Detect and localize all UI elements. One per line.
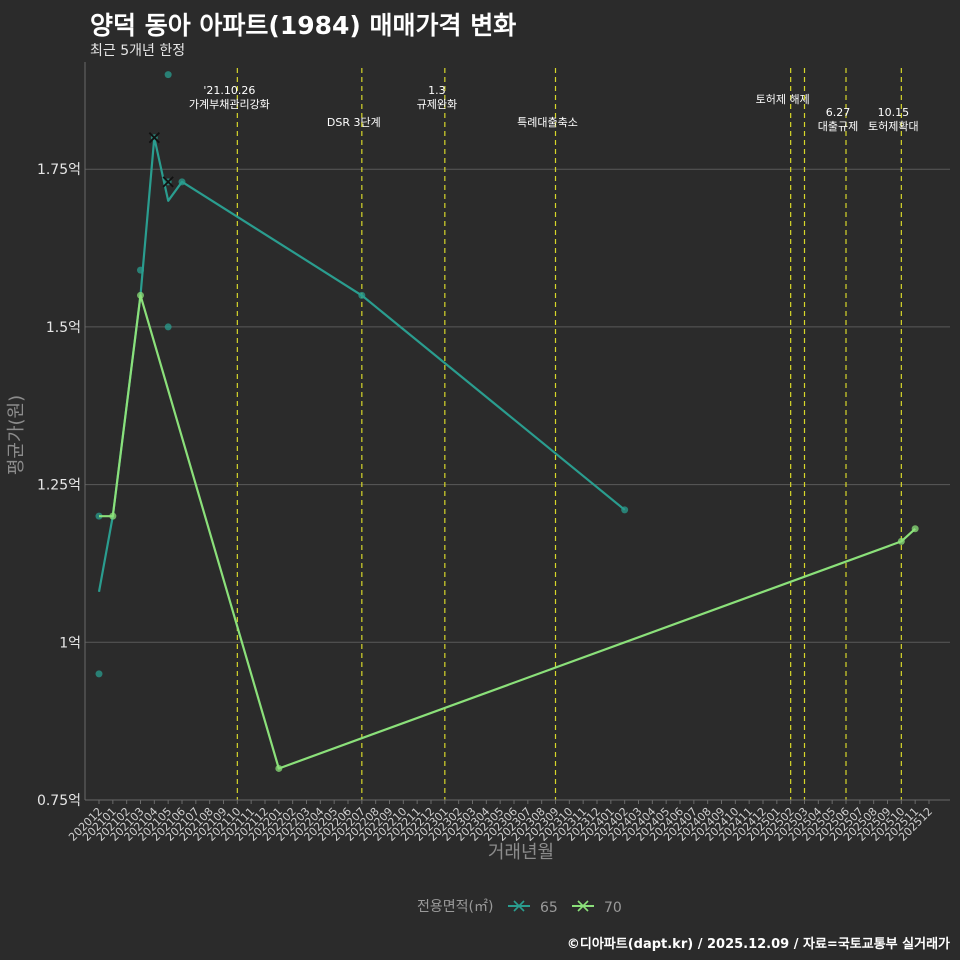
legend-cross-icon (513, 900, 525, 912)
cross-marker (162, 176, 174, 188)
legend: 전용면적(㎡) 65 70 (417, 899, 622, 916)
event-label: '21.10.26 (203, 84, 255, 97)
chart-subtitle: 최근 5개년 한정 (90, 43, 186, 59)
data-series (95, 71, 919, 772)
data-point (911, 525, 919, 533)
data-point (109, 512, 117, 520)
event-label: DSR 3단계 (327, 116, 381, 129)
legend-item-65: 65 (508, 900, 558, 916)
data-point (137, 291, 144, 299)
event-label: 가계부채관리강화 (189, 98, 270, 111)
x-axis-title: 거래년월 (488, 842, 554, 863)
chart-title: 양덕 동아 아파트(1984) 매매가격 변화 (90, 11, 517, 40)
y-tick-label: 1.75억 (37, 162, 81, 178)
series-70 (99, 291, 919, 772)
data-point (164, 323, 172, 331)
grid-lines (85, 168, 950, 801)
y-tick-label: 0.75억 (37, 793, 81, 809)
data-point (275, 764, 283, 772)
data-point (95, 670, 103, 678)
event-label: 토허제 해제 (756, 92, 810, 106)
y-axis-title: 평균가(원) (6, 395, 27, 475)
legend-title: 전용면적(㎡) (417, 899, 493, 915)
event-label: 10.15 (878, 106, 910, 119)
x-axis: 2020122021012021022021032021042021052021… (66, 800, 935, 844)
data-point (137, 266, 144, 274)
legend-cross-icon (577, 900, 589, 912)
footer-credit: ©디아파트(dapt.kr) / 2025.12.09 / 자료=국토교통부 실… (566, 937, 950, 952)
y-tick-label: 1.25억 (37, 478, 81, 494)
data-point (164, 71, 172, 79)
event-label: 특례대출축소 (517, 116, 578, 129)
legend-label: 70 (604, 900, 622, 916)
event-label: 대출규제 (818, 120, 858, 133)
data-point (897, 537, 905, 545)
cross-marker (148, 132, 160, 144)
series-line (99, 294, 916, 770)
y-tick-label: 1.5억 (46, 320, 81, 336)
y-tick-label: 1억 (59, 635, 81, 651)
legend-label: 65 (540, 900, 558, 916)
data-point (358, 291, 366, 299)
legend-item-70: 70 (572, 900, 622, 916)
event-label: 토허제확대 (868, 120, 919, 133)
event-label: 6.27 (826, 106, 851, 119)
data-point (621, 506, 629, 514)
event-label: 규제완화 (417, 98, 457, 111)
event-label: 1.3 (428, 84, 446, 97)
data-point (178, 178, 186, 186)
y-axis: 0.75억 1억 1.25억 1.5억 1.75억 (37, 62, 950, 809)
